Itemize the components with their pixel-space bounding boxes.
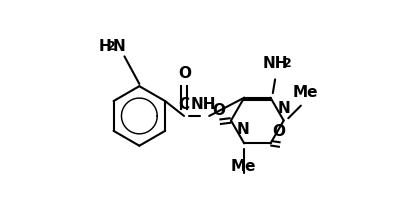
Text: N: N [236, 122, 249, 137]
Text: N: N [112, 39, 125, 54]
Text: O: O [272, 124, 285, 139]
Text: Me: Me [230, 159, 256, 174]
Text: NH: NH [263, 56, 288, 71]
Text: C: C [178, 97, 190, 112]
Text: 2: 2 [283, 57, 292, 70]
Text: Me: Me [293, 85, 318, 100]
Text: H: H [98, 39, 112, 54]
Text: N: N [278, 101, 291, 116]
Text: 2: 2 [107, 40, 116, 53]
Text: NH: NH [191, 97, 216, 112]
Text: O: O [212, 103, 225, 118]
Text: O: O [179, 66, 192, 81]
